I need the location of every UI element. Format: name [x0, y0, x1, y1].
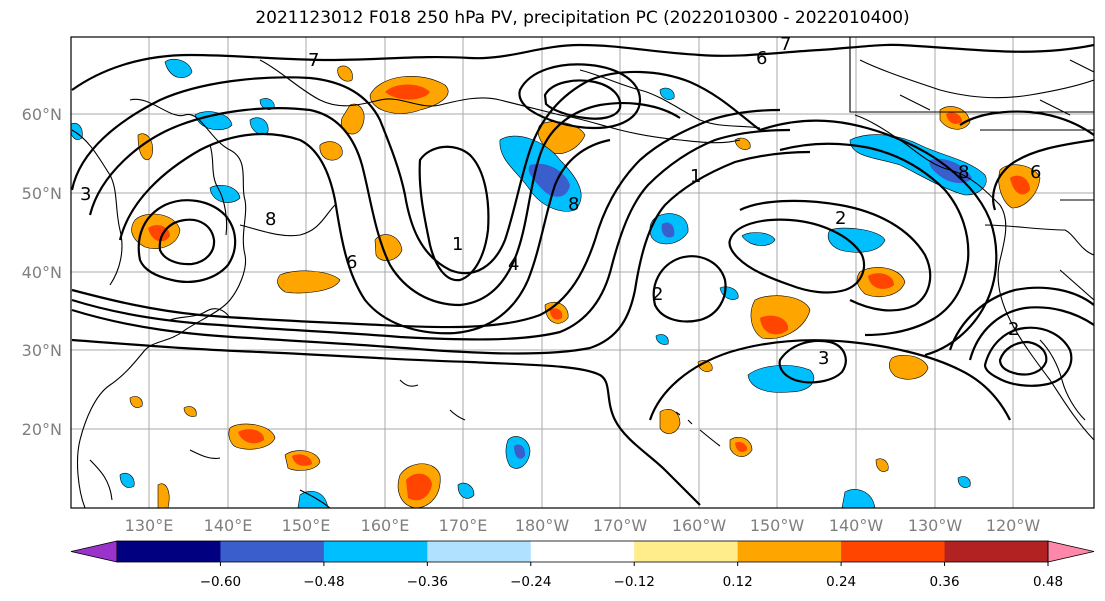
colorbar-extend-high — [1047, 540, 1095, 563]
contour-label: 3 — [818, 348, 829, 369]
contour-label: 4 — [508, 254, 519, 275]
colorbar-tick-label: 0.48 — [1033, 574, 1063, 590]
longitude-labels: 130°E 140°E 150°E 160°E 170°E 180°W 170°… — [125, 516, 1041, 535]
colorbar-tick-label: 0.36 — [930, 574, 960, 590]
coastlines — [71, 37, 1094, 508]
colorbar-tick-label: −0.12 — [614, 574, 655, 590]
contour-label: 6 — [1030, 162, 1041, 183]
colorbar-bin — [427, 541, 532, 562]
lon-label: 160°E — [361, 516, 410, 535]
map-border — [70, 36, 1095, 509]
lon-label: 140°W — [829, 516, 884, 535]
lon-label: 170°E — [439, 516, 488, 535]
contour-label: 3 — [80, 184, 91, 205]
contour-labels: 7 6 7 6 8 1 4 1 2 2 3 6 8 8 2 3 — [80, 34, 1041, 369]
contour-label: 1 — [690, 166, 701, 187]
lon-label: 160°W — [672, 516, 727, 535]
lon-label: 140°E — [204, 516, 253, 535]
colorbar-tick-label: −0.48 — [303, 574, 344, 590]
colorbar-tick-label: −0.24 — [510, 574, 551, 590]
colorbar-bin — [530, 541, 635, 562]
lon-label: 120°W — [986, 516, 1041, 535]
lat-label: 60°N — [22, 105, 62, 124]
latitude-labels: 60°N 50°N 40°N 30°N 20°N — [22, 105, 62, 439]
lon-label: 180°W — [515, 516, 570, 535]
contour-label: 1 — [452, 234, 463, 255]
lat-label: 30°N — [22, 341, 62, 360]
colorbar-bin — [841, 541, 946, 562]
lon-label: 150°W — [750, 516, 805, 535]
colorbar-tick-label: −0.36 — [407, 574, 448, 590]
lon-label: 150°E — [282, 516, 331, 535]
colorbar-bin — [220, 541, 325, 562]
colorbar — [70, 540, 1095, 563]
contour-label: 6 — [346, 252, 357, 273]
lon-label: 170°W — [593, 516, 648, 535]
colorbar-tick-label: −0.60 — [200, 574, 241, 590]
colorbar-bin — [634, 541, 739, 562]
lat-label: 20°N — [22, 420, 62, 439]
colorbar-tick-label: 0.24 — [826, 574, 856, 590]
contour-label: 2 — [1008, 319, 1019, 340]
contour-label: 8 — [265, 209, 276, 230]
lat-label: 40°N — [22, 263, 62, 282]
contour-label: 7 — [780, 34, 791, 55]
colorbar-extend-low — [70, 540, 118, 563]
contour-label: 6 — [756, 48, 767, 69]
lon-label: 130°W — [908, 516, 963, 535]
colorbar-bin — [737, 541, 842, 562]
contour-label: 2 — [835, 208, 846, 229]
pv-contours — [71, 43, 1094, 506]
colorbar-border — [116, 540, 1049, 563]
colorbar-tick-label: 0.12 — [723, 574, 753, 590]
contour-label: 8 — [958, 162, 969, 183]
contour-label: 8 — [568, 194, 579, 215]
graticule — [71, 37, 1094, 508]
colorbar-labels: −0.60 −0.48 −0.36 −0.24 −0.12 0.12 0.24 0.36 0.4… — [200, 562, 1063, 590]
lon-label: 130°E — [125, 516, 174, 535]
precip-shading — [71, 59, 1041, 508]
lat-label: 50°N — [22, 184, 62, 203]
colorbar-bin — [117, 541, 221, 562]
colorbar-bin — [323, 541, 428, 562]
contour-label: 7 — [308, 50, 319, 71]
colorbar-bin — [944, 541, 1049, 562]
contour-label: 2 — [652, 284, 663, 305]
map-title: 2021123012 F018 250 hPa PV, precipitatio… — [255, 8, 910, 28]
